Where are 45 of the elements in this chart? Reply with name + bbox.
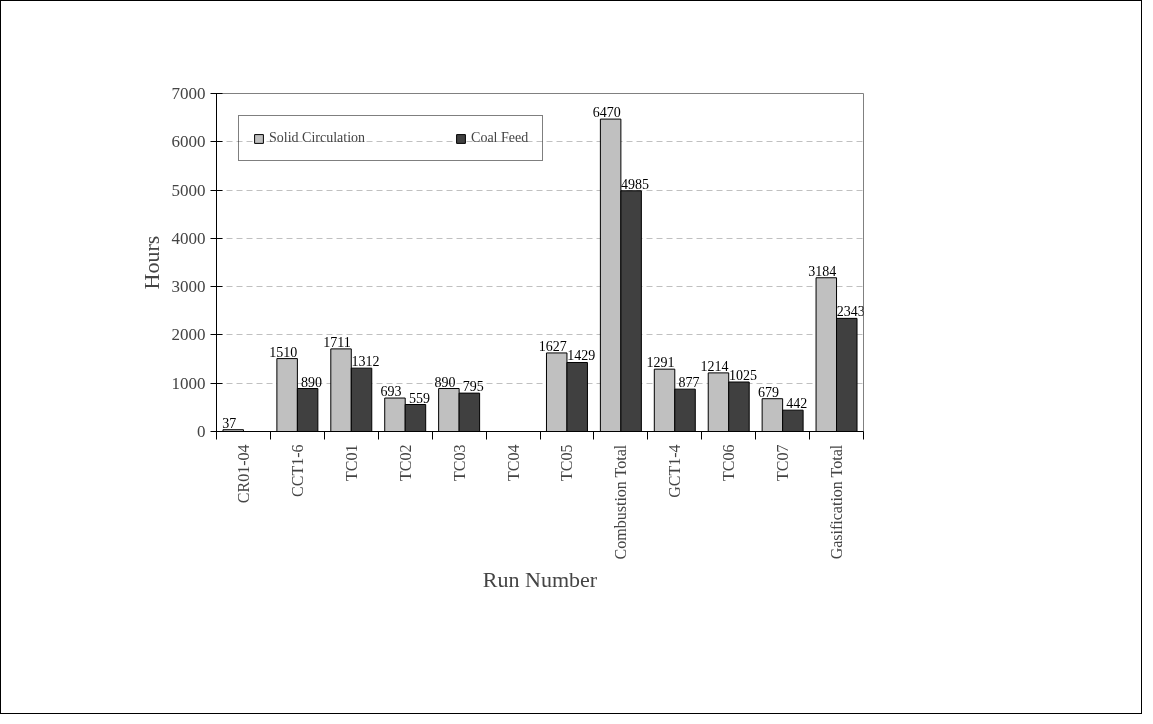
data-label: 1214 [700, 358, 729, 374]
x-tick-label: TC03 [450, 444, 468, 481]
data-label: 693 [380, 384, 402, 400]
x-tick-label: TC06 [720, 444, 738, 481]
data-label: 6470 [592, 105, 621, 121]
data-label: 2343 [836, 304, 865, 320]
data-label: 1429 [567, 348, 596, 364]
y-tick-label: 3000 [171, 277, 206, 297]
data-label: 795 [462, 379, 484, 395]
x-axis-title: Run Number [482, 567, 598, 593]
x-tick-label: Gasification Total [828, 444, 846, 560]
legend-label: Solid Circulation [269, 130, 366, 146]
y-tick-label: 6000 [171, 132, 206, 152]
x-tick-label: Combustion Total [612, 444, 630, 560]
y-tick-label: 4000 [171, 228, 206, 248]
data-label: 890 [434, 374, 456, 390]
y-tick-label: 1000 [171, 373, 206, 393]
x-tick-label: TC01 [342, 444, 360, 481]
data-label: 4985 [621, 176, 650, 192]
y-tick-label: 0 [197, 422, 206, 441]
legend-label: Coal Feed [471, 130, 529, 146]
data-label: 877 [678, 375, 700, 391]
y-tick-label: 2000 [171, 325, 206, 345]
data-label: 1627 [538, 338, 567, 354]
data-label: 559 [408, 390, 430, 406]
x-tick-label: TC07 [774, 444, 792, 481]
data-label: 679 [757, 384, 779, 400]
data-label: 1510 [269, 344, 298, 360]
y-axis-title: Hours [138, 235, 164, 290]
data-label: 1312 [351, 354, 380, 370]
x-tick-label: GCT1-4 [666, 444, 684, 498]
data-label: 442 [786, 396, 808, 412]
data-label: 1025 [728, 368, 757, 384]
x-tick-label: TC04 [504, 444, 522, 481]
data-label: 1711 [323, 334, 351, 350]
x-tick-label: CR01-04 [234, 444, 252, 504]
y-tick-label: 5000 [171, 180, 206, 200]
data-label: 890 [301, 374, 323, 390]
x-tick-label: CCT1-6 [288, 444, 306, 497]
x-tick-label: TC05 [558, 444, 576, 481]
data-label: 37 [222, 415, 237, 431]
data-label: 1291 [646, 355, 675, 371]
data-label: 3184 [808, 263, 837, 279]
x-tick-label: TC02 [396, 444, 414, 481]
y-tick-label: 7000 [171, 84, 206, 103]
